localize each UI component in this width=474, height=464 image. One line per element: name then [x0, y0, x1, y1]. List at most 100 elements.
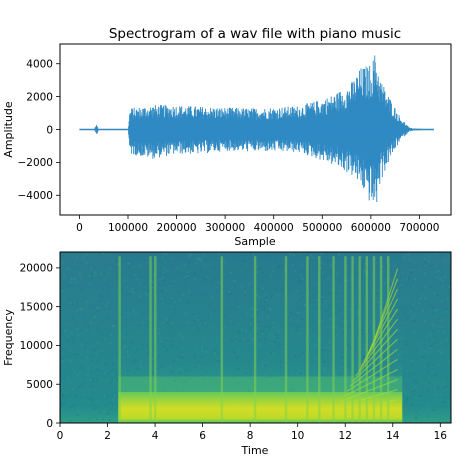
spectrogram-noise-cell — [151, 258, 154, 260]
spectrogram-noise-cell — [269, 274, 272, 277]
spectrogram-noise-cell — [76, 414, 79, 416]
spectrogram-noise-cell — [69, 281, 72, 284]
spectrogram-noise-cell — [375, 362, 378, 365]
spectrogram-noise-cell — [426, 389, 429, 392]
spectrogram-noise-cell — [412, 304, 415, 306]
waveform-x-label: Sample — [234, 235, 275, 248]
spectrogram-noise-cell — [188, 291, 190, 294]
spectrogram-noise-cell — [283, 345, 285, 347]
spectrogram-noise-cell — [415, 418, 418, 420]
spectrogram-noise-cell — [168, 321, 171, 323]
spectrogram-noise-cell — [89, 379, 92, 381]
spectrogram-noise-cell — [272, 322, 275, 325]
spectrogram-noise-cell — [230, 338, 233, 341]
spectrogram-noise-cell — [69, 420, 72, 422]
spectrogram-noise-cell — [292, 291, 295, 294]
spectrogram-noise-cell — [123, 353, 126, 355]
spectrogram-noise-cell — [421, 356, 423, 358]
spectrogram-noise-cell — [76, 328, 79, 331]
spectrogram-noise-cell — [62, 297, 65, 299]
spectrogram-noise-cell — [430, 285, 432, 288]
spectrogram-noise-cell — [414, 319, 417, 321]
spectrogram-noise-cell — [199, 363, 201, 365]
waveform-x-tick-label: 500000 — [302, 222, 342, 234]
spectrogram-noise-cell — [204, 322, 207, 325]
spectrogram-noise-cell — [169, 321, 172, 324]
spectrogram-noise-cell — [235, 300, 238, 302]
spectrogram-noise-cell — [126, 311, 129, 314]
spectrogram-noise-cell — [95, 400, 98, 403]
spectrogram-noise-cell — [222, 307, 225, 310]
spectrogram-noise-cell — [249, 322, 252, 325]
spectrogram-noise-cell — [157, 331, 160, 334]
spectrogram-onset — [365, 256, 369, 423]
spectrogram-noise-cell — [417, 309, 420, 312]
spectrogram-noise-cell — [66, 375, 69, 377]
spectrogram-noise-cell — [435, 271, 438, 273]
spectrogram-noise-cell — [230, 348, 233, 351]
spectrogram-noise-cell — [257, 390, 260, 392]
spectrogram-noise-cell — [160, 298, 163, 301]
spectrogram-noise-cell — [437, 270, 440, 273]
spectrogram-noise-cell — [313, 296, 316, 299]
spectrogram-noise-cell — [269, 352, 272, 354]
spectrogram-noise-cell — [363, 358, 365, 360]
spectrogram-x-ticks: 0 2 4 6 8 10 12 14 16 — [57, 423, 447, 442]
spectrogram-noise-cell — [186, 302, 189, 304]
spectrogram-noise-cell — [312, 288, 315, 290]
spectrogram-noise-cell — [441, 351, 444, 353]
spectrogram-noise-cell — [274, 261, 277, 263]
spectrogram-noise-cell — [73, 370, 76, 372]
spectrogram-noise-cell — [298, 279, 301, 282]
spectrogram-noise-cell — [75, 325, 77, 327]
spectrogram-noise-cell — [265, 292, 268, 294]
spectrogram-noise-cell — [338, 310, 341, 312]
spectrogram-noise-cell — [320, 298, 323, 301]
spectrogram-x-tick-label: 8 — [247, 430, 254, 442]
spectrogram-noise-cell — [146, 294, 149, 297]
spectrogram-noise-cell — [434, 393, 437, 396]
spectrogram-noise-cell — [272, 326, 275, 329]
spectrogram-noise-cell — [197, 270, 200, 273]
spectrogram-noise-cell — [198, 364, 200, 366]
spectrogram-noise-cell — [397, 341, 400, 343]
spectrogram-noise-cell — [163, 267, 166, 270]
spectrogram-onset — [379, 256, 383, 423]
spectrogram-noise-cell — [111, 325, 114, 327]
waveform-y-label: Amplitude — [2, 101, 15, 158]
spectrogram-noise-cell — [410, 272, 413, 274]
spectrogram-noise-cell — [178, 298, 181, 301]
spectrogram-noise-cell — [202, 380, 205, 382]
spectrogram-noise-cell — [312, 313, 315, 316]
spectrogram-noise-cell — [224, 261, 227, 264]
spectrogram-noise-cell — [328, 258, 331, 261]
spectrogram-noise-cell — [268, 377, 271, 380]
spectrogram-noise-cell — [158, 327, 161, 330]
spectrogram-noise-cell — [263, 306, 266, 308]
spectrogram-x-tick-label: 4 — [152, 430, 159, 442]
spectrogram-noise-cell — [422, 309, 424, 312]
spectrogram-noise-cell — [106, 372, 109, 375]
spectrogram-noise-cell — [103, 283, 106, 285]
spectrogram-noise-cell — [442, 252, 445, 255]
spectrogram-noise-cell — [127, 368, 130, 371]
spectrogram-noise-cell — [263, 337, 266, 340]
spectrogram-noise-cell — [428, 256, 431, 259]
spectrogram-noise-cell — [440, 341, 443, 344]
spectrogram-noise-cell — [181, 381, 184, 384]
spectrogram-noise-cell — [96, 326, 99, 329]
spectrogram-noise-cell — [354, 375, 357, 377]
spectrogram-noise-cell — [65, 392, 67, 395]
spectrogram-noise-cell — [249, 327, 252, 329]
spectrogram-noise-cell — [61, 360, 64, 362]
spectrogram-noise-cell — [63, 274, 66, 277]
spectrogram-noise-cell — [266, 326, 269, 328]
spectrogram-noise-cell — [104, 304, 107, 307]
spectrogram-onset — [318, 256, 321, 423]
spectrogram-noise-cell — [170, 306, 173, 308]
spectrogram-noise-cell — [382, 305, 385, 308]
spectrogram-noise-cell — [61, 290, 64, 292]
spectrogram-noise-cell — [299, 332, 302, 335]
spectrogram-noise-cell — [139, 283, 142, 285]
spectrogram-noise-cell — [68, 323, 71, 325]
